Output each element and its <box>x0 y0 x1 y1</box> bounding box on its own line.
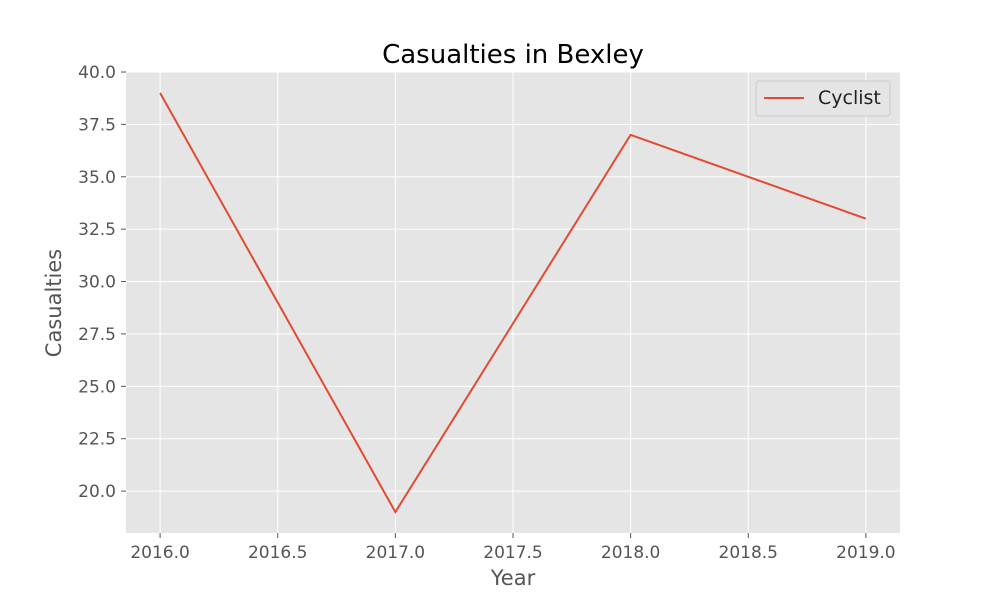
x-axis-ticks: 2016.0 2016.5 2017.0 2017.5 2018.0 2018.5 2019… <box>130 533 896 563</box>
y-tick-label: 32.5 <box>78 220 116 240</box>
grid-lines <box>126 71 900 533</box>
y-tick-label: 25.0 <box>78 377 116 397</box>
series-layer <box>159 92 867 515</box>
x-axis-label: Year <box>490 566 536 590</box>
legend-box <box>755 80 891 117</box>
y-tick-label: 22.5 <box>78 430 116 450</box>
y-tick-label: 35.0 <box>78 168 116 188</box>
y-axis-ticks: 20.0 22.5 25.0 27.5 30.0 32.5 35.0 37.5 40.0 <box>78 63 126 502</box>
y-tick-label: 37.5 <box>78 115 116 135</box>
x-tick-label: 2017.5 <box>483 543 542 563</box>
chart-title: Casualties in Bexley <box>382 40 644 70</box>
y-tick-label: 30.0 <box>78 273 116 293</box>
x-tick-label: 2016.0 <box>130 543 189 563</box>
y-tick-label: 27.5 <box>78 325 116 345</box>
x-tick-label: 2018.5 <box>719 543 778 563</box>
x-tick-label: 2018.0 <box>601 543 660 563</box>
legend-label-cyclist: Cyclist <box>818 87 881 109</box>
series-line-cyclist <box>159 92 867 515</box>
y-tick-label: 20.0 <box>78 482 116 502</box>
x-tick-label: 2019.0 <box>836 543 895 563</box>
x-tick-label: 2017.0 <box>366 543 425 563</box>
legend: Cyclist <box>755 80 891 117</box>
x-tick-label: 2016.5 <box>248 543 307 563</box>
y-tick-label: 40.0 <box>78 63 116 83</box>
y-axis-label: Casualties <box>42 249 66 357</box>
